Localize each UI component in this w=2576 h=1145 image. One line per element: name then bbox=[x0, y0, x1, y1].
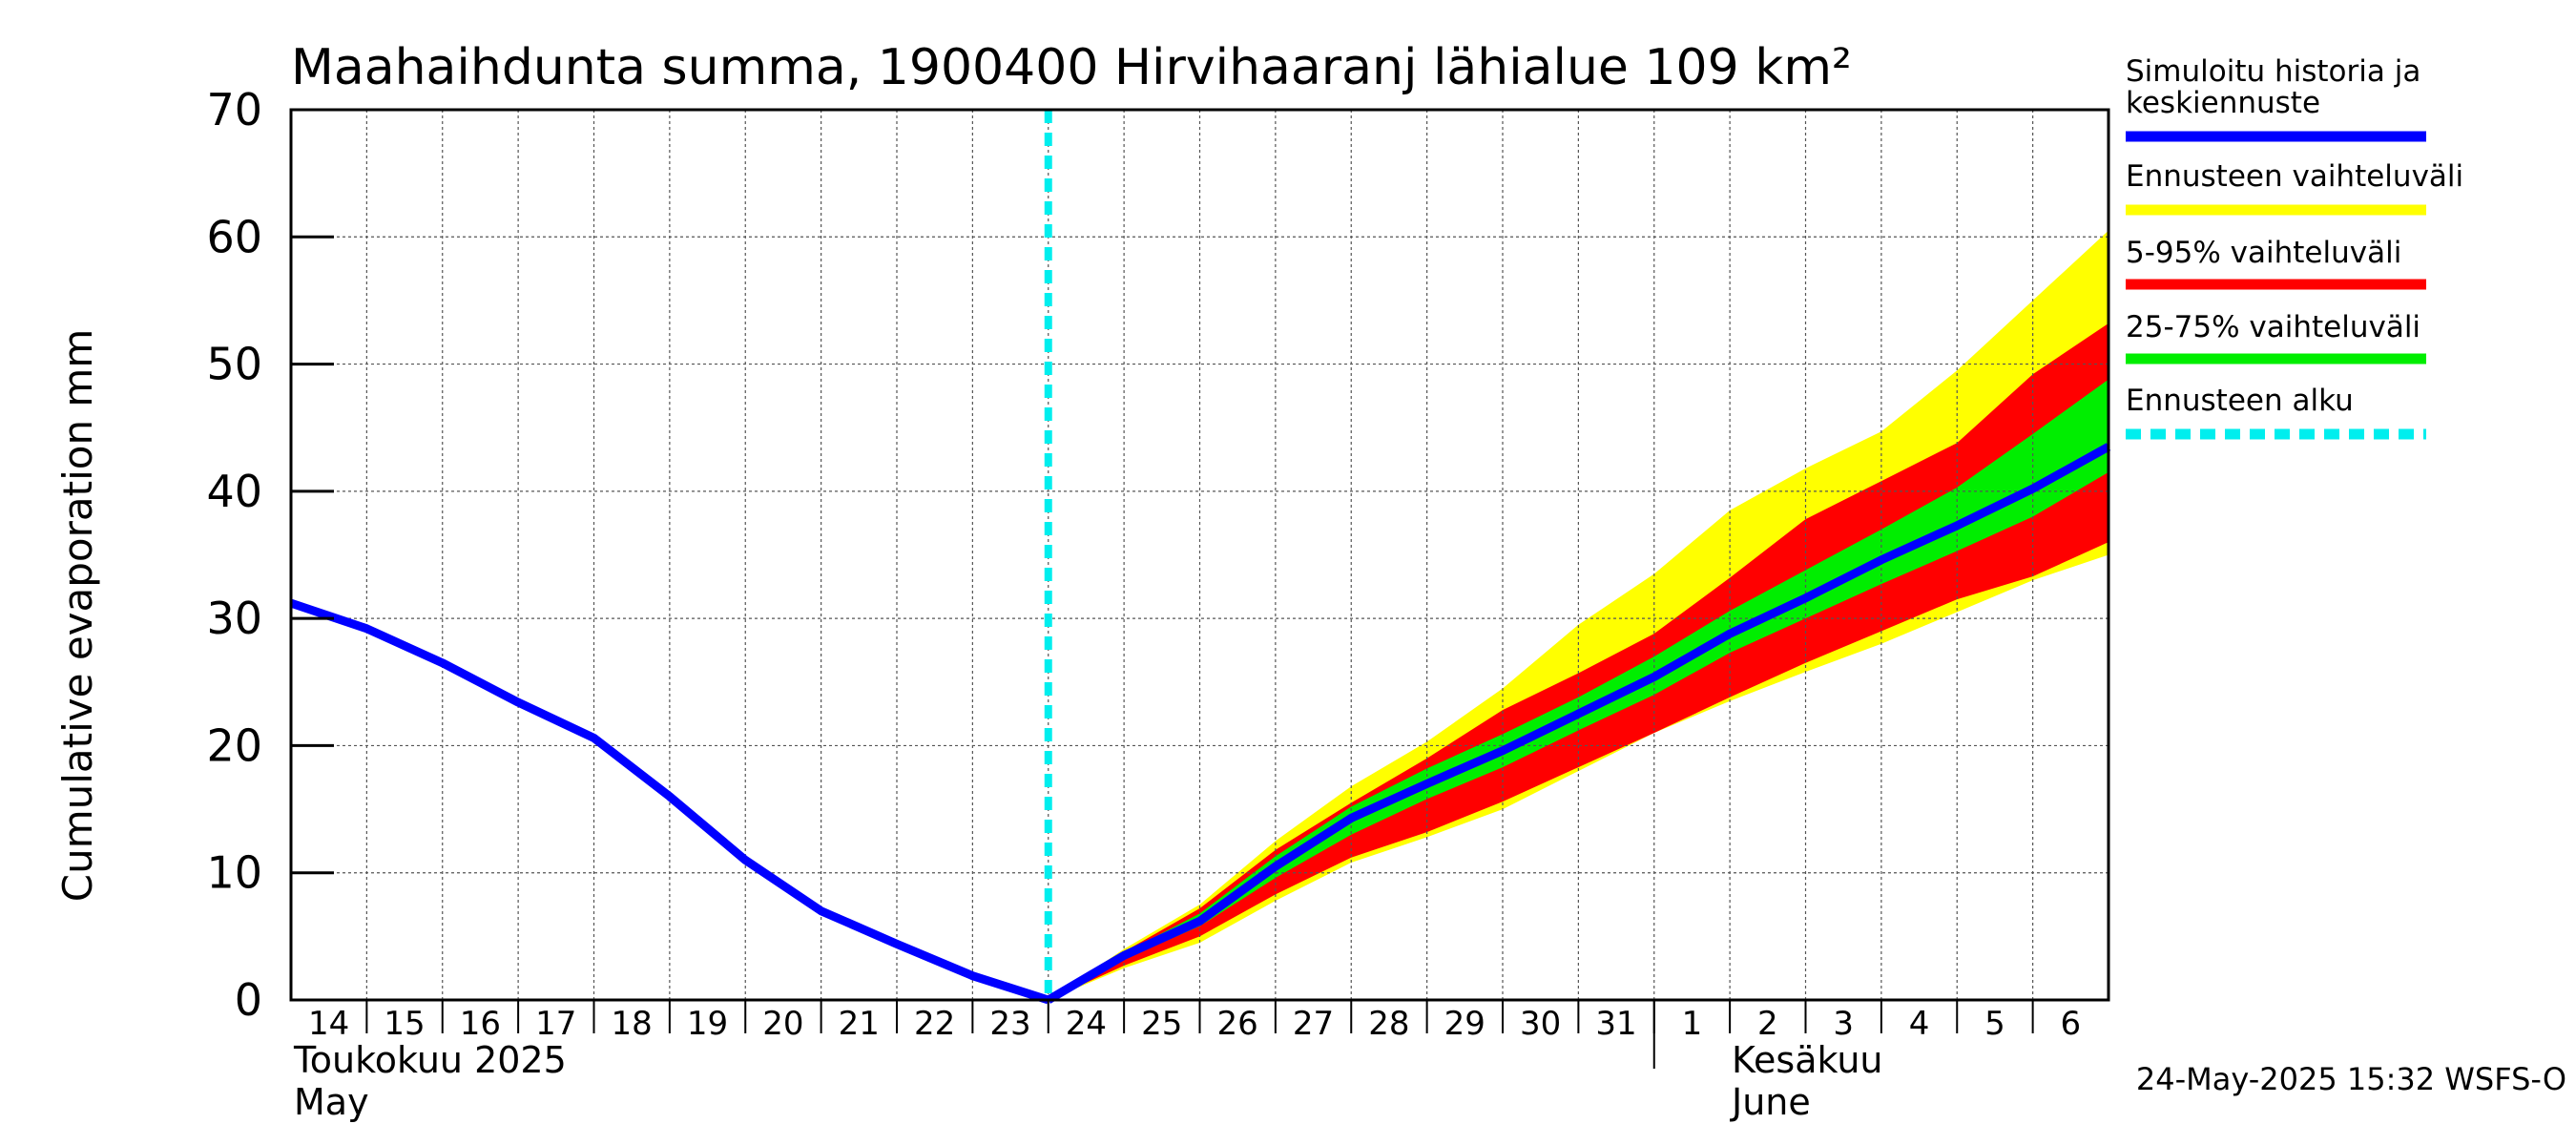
x-tick-label: 30 bbox=[1520, 1005, 1561, 1043]
y-axis-label: Cumulative evaporation mm bbox=[54, 329, 101, 903]
y-tick-label: 40 bbox=[206, 466, 262, 517]
month-label-may-fi: Toukokuu 2025 bbox=[293, 1039, 567, 1081]
month-label-may-en: May bbox=[294, 1081, 369, 1123]
y-tick-labels: 0 10 20 30 40 50 60 70 bbox=[206, 84, 262, 1026]
y-tick-label: 0 bbox=[235, 974, 262, 1026]
x-tick-label: 19 bbox=[687, 1005, 728, 1043]
x-tick-label: 5 bbox=[1984, 1005, 2005, 1043]
x-tick-label: 6 bbox=[2060, 1005, 2081, 1043]
x-tick-label: 31 bbox=[1595, 1005, 1636, 1043]
x-tick-label: 22 bbox=[914, 1005, 955, 1043]
band-5-95 bbox=[1048, 323, 2109, 1000]
y-tick-label: 50 bbox=[206, 339, 262, 390]
x-tick-label: 28 bbox=[1368, 1005, 1409, 1043]
x-tick-label: 1 bbox=[1682, 1005, 1703, 1043]
legend-label: Simuloitu historia ja bbox=[2126, 54, 2420, 89]
month-label-june-fi: Kesäkuu bbox=[1732, 1039, 1883, 1081]
x-tick-label: 25 bbox=[1141, 1005, 1182, 1043]
x-tick-label: 14 bbox=[308, 1005, 349, 1043]
x-tick-label: 17 bbox=[535, 1005, 576, 1043]
legend-label: keskiennuste bbox=[2126, 86, 2320, 120]
legend-label: Ennusteen alku bbox=[2126, 384, 2354, 418]
x-tick-label: 16 bbox=[460, 1005, 501, 1043]
y-tick-label: 20 bbox=[206, 719, 262, 771]
y-tick-label: 60 bbox=[206, 211, 262, 262]
x-tick-label: 4 bbox=[1909, 1005, 1930, 1043]
x-tick-label: 27 bbox=[1293, 1005, 1334, 1043]
x-tick-label: 18 bbox=[612, 1005, 653, 1043]
x-tick-label: 24 bbox=[1066, 1005, 1107, 1043]
series-lines bbox=[289, 110, 2111, 1005]
median-forecast-line bbox=[1046, 443, 2111, 1004]
x-tick-label: 23 bbox=[989, 1005, 1030, 1043]
legend-label: Ennusteen vaihteluväli bbox=[2126, 159, 2463, 194]
chart-title: Maahaihdunta summa, 1900400 Hirvihaaranj… bbox=[291, 39, 1852, 96]
history-line bbox=[289, 598, 1050, 1005]
x-tick-label: 21 bbox=[839, 1005, 880, 1043]
x-tick-label: 26 bbox=[1217, 1005, 1258, 1043]
x-tick-label: 15 bbox=[384, 1005, 425, 1043]
axes bbox=[289, 108, 2110, 1069]
y-tick-label: 30 bbox=[206, 593, 262, 644]
y-tick-label: 10 bbox=[206, 847, 262, 899]
month-label-june-en: June bbox=[1730, 1081, 1811, 1123]
y-tick-label: 70 bbox=[206, 84, 262, 135]
x-tick-labels: 14 15 16 17 18 19 20 21 22 23 24 25 26 27 28 29 30 31 1 2 3 4… bbox=[308, 1005, 2081, 1043]
x-tick-label: 29 bbox=[1444, 1005, 1485, 1043]
x-tick-label: 2 bbox=[1757, 1005, 1778, 1043]
timestamp: 24-May-2025 15:32 WSFS-O bbox=[2136, 1061, 2566, 1097]
legend-label: 5-95% vaihteluväli bbox=[2126, 236, 2401, 270]
legend-label: 25-75% vaihteluväli bbox=[2126, 310, 2420, 344]
x-tick-label: 20 bbox=[762, 1005, 803, 1043]
x-tick-label: 3 bbox=[1833, 1005, 1854, 1043]
